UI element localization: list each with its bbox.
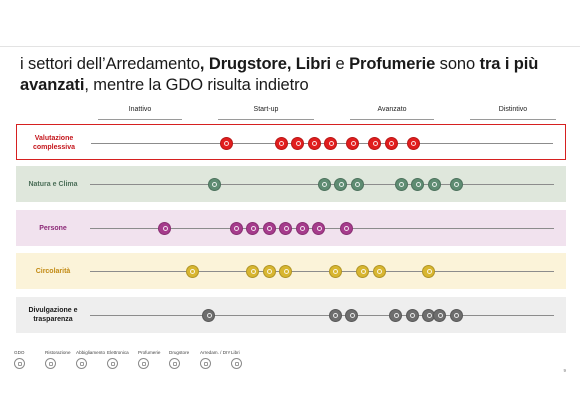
page-number: 9	[563, 368, 566, 373]
maturity-row: Circolarità	[16, 253, 566, 289]
legend-item: Profumerie	[138, 350, 178, 369]
stage-label: Inattivo	[128, 106, 152, 113]
title-part: ,	[199, 55, 209, 73]
stage-header-startup: Start-up	[218, 106, 314, 120]
shirt-icon	[76, 358, 87, 369]
title-part: , mentre la GDO risulta indietro	[84, 76, 309, 94]
sector-marker	[262, 264, 276, 278]
maturity-row: Divulgazione e trasparenza	[16, 297, 566, 333]
slide-title: i settori dell’Arredamento, Drugstore, L…	[20, 54, 565, 96]
sector-marker	[312, 221, 325, 235]
legend-item: Drugstore	[169, 350, 209, 369]
sector-marker	[422, 264, 435, 278]
sector-marker	[411, 177, 424, 191]
sector-marker	[219, 136, 233, 150]
sector-marker	[291, 136, 304, 150]
legend-label: Profumerie	[138, 350, 161, 355]
sector-marker	[346, 136, 359, 150]
row-label: Natura e Clima	[28, 180, 78, 188]
title-part: Drugstore, Libri	[208, 55, 332, 73]
maturity-row: Valutazione complessiva	[16, 124, 566, 160]
sector-marker	[350, 177, 364, 191]
book-icon	[231, 358, 242, 369]
sector-marker	[449, 308, 463, 322]
stage-header-avanzato: Avanzato	[350, 106, 434, 120]
row-label: Valutazione complessiva	[32, 135, 76, 151]
legend-item: Ristorazione	[45, 350, 85, 369]
legend-label: Libri	[231, 350, 240, 355]
row-axis-line	[90, 315, 554, 316]
stage-label: Distintivo	[498, 106, 528, 113]
sector-marker	[324, 136, 337, 150]
sector-marker	[317, 177, 331, 191]
sector-marker	[274, 136, 288, 150]
sector-marker	[207, 177, 221, 191]
sector-marker	[202, 308, 215, 322]
sector-marker	[262, 221, 276, 235]
legend-item: Abbigliamento	[76, 350, 116, 369]
legend-label: Ristorazione	[45, 350, 71, 355]
sector-marker	[229, 221, 243, 235]
row-label: Circolarità	[35, 267, 71, 275]
sector-marker	[394, 177, 408, 191]
sector-marker	[433, 308, 446, 322]
sector-marker	[449, 177, 463, 191]
title-part: e	[331, 55, 350, 73]
legend-label: Abbigliamento	[76, 350, 106, 355]
sector-marker	[372, 264, 386, 278]
title-part: sono	[435, 55, 480, 73]
sector-marker	[368, 136, 381, 150]
legend-label: Elettronica	[107, 350, 129, 355]
sector-marker	[185, 264, 199, 278]
cart-icon	[14, 358, 25, 369]
row-label: Divulgazione e trasparenza	[28, 307, 78, 323]
sector-marker	[389, 308, 402, 322]
stage-header-distintivo: Distintivo	[470, 106, 556, 120]
sector-marker	[405, 308, 419, 322]
maturity-row: Natura e Clima	[16, 166, 566, 202]
legend-item: Arredam. / DIY	[200, 350, 240, 369]
legend-item: GDO	[14, 350, 54, 369]
sector-marker	[279, 264, 292, 278]
legend-item: Elettronica	[107, 350, 147, 369]
title-part: tra i più avanzati	[20, 55, 539, 94]
pill-icon	[169, 358, 180, 369]
sector-marker	[406, 136, 420, 150]
sector-marker	[246, 221, 259, 235]
sector-marker	[356, 264, 369, 278]
sector-marker	[384, 136, 398, 150]
legend-label: GDO	[14, 350, 25, 355]
sector-marker	[328, 264, 342, 278]
sector-marker	[345, 308, 358, 322]
sector-marker	[279, 221, 292, 235]
title-part: Profumerie	[349, 55, 436, 73]
sector-marker	[328, 308, 342, 322]
sector-marker	[295, 221, 309, 235]
title-part: i settori dell’Arredamento	[20, 55, 200, 73]
legend-label: Drugstore	[169, 350, 190, 355]
sector-marker	[334, 177, 347, 191]
sector-marker	[307, 136, 321, 150]
legend-label: Arredam. / DIY	[200, 350, 231, 355]
row-axis-line	[90, 271, 554, 272]
sector-marker	[427, 177, 441, 191]
sofa-icon	[200, 358, 211, 369]
perfume-icon	[138, 358, 149, 369]
legend-item: Libri	[231, 350, 271, 369]
cutlery-icon	[45, 358, 56, 369]
sector-marker	[246, 264, 259, 278]
maturity-row: Persone	[16, 210, 566, 246]
stage-label: Start-up	[253, 106, 279, 113]
sector-marker	[158, 221, 171, 235]
row-axis-line	[91, 143, 553, 144]
stage-label: Avanzato	[377, 106, 407, 113]
row-label: Persone	[39, 224, 67, 232]
top-divider	[0, 46, 580, 47]
sector-marker	[339, 221, 353, 235]
stage-header-inattivo: Inattivo	[98, 106, 182, 120]
laptop-icon	[107, 358, 118, 369]
